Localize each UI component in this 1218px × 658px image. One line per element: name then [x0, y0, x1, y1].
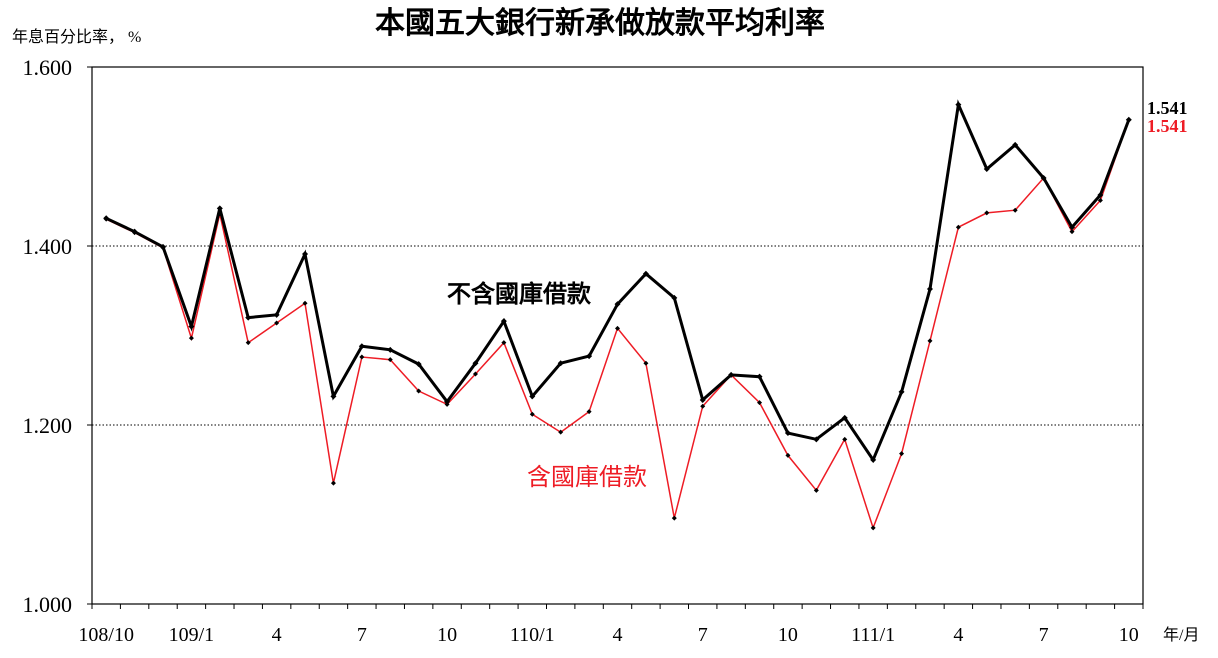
series-0-point [614, 301, 621, 308]
series-1-point [615, 325, 620, 331]
series-1-point [1012, 207, 1018, 213]
series-0-point [103, 215, 110, 222]
series-0-point [1097, 191, 1104, 198]
series-1-end-value-label: 1.541 [1147, 116, 1188, 136]
series-1-point [671, 515, 677, 521]
y-tick-label: 1.600 [23, 55, 73, 80]
series-0-point [642, 270, 649, 277]
series-0-point [926, 285, 933, 292]
series-1-point [757, 400, 763, 406]
series-0-point [813, 436, 820, 443]
series-1-point [586, 409, 592, 415]
series-1-point [188, 335, 194, 341]
series-1-point [529, 411, 535, 417]
series-1-point [700, 403, 706, 409]
series-0-point [1125, 116, 1132, 123]
series-0-point [699, 396, 706, 403]
series-0-point [131, 228, 138, 235]
series-0-point [529, 393, 536, 400]
series-1-point [245, 340, 251, 346]
x-tick-label: 110/1 [510, 624, 555, 646]
y-tick-label: 1.400 [23, 234, 73, 259]
x-tick-label: 4 [272, 624, 282, 646]
series-0-point [415, 361, 422, 368]
series-0-point [330, 393, 337, 400]
series-1-point [1097, 197, 1103, 203]
series-1-point [330, 480, 336, 486]
series-0-point [870, 456, 877, 463]
series-1-point [643, 360, 649, 366]
series-1-point [899, 451, 905, 457]
series-0-point [756, 373, 763, 380]
series-0-point [188, 323, 195, 330]
series-1-point [955, 224, 961, 230]
series-0-point [472, 360, 479, 367]
series-1-point [558, 429, 564, 435]
x-tick-label: 10 [437, 624, 457, 646]
series-0-point [1040, 174, 1047, 181]
series-0-point [358, 343, 365, 350]
series-0-point [1012, 141, 1019, 148]
series-1-point [870, 525, 876, 531]
y-tick-label: 1.000 [23, 592, 73, 617]
series-0-point [671, 294, 678, 301]
series-0-point [387, 346, 394, 353]
series-1-point [274, 320, 280, 326]
x-tick-label: 10 [778, 624, 798, 646]
x-axis-unit-label: 年/月 [1163, 626, 1199, 644]
y-tick-label: 1.200 [23, 413, 73, 438]
x-tick-label: 4 [953, 624, 963, 646]
series-1-point [785, 452, 791, 458]
series-1-point [387, 357, 393, 363]
series-1-point [416, 388, 422, 394]
series-1-point [842, 436, 848, 442]
x-tick-label: 108/10 [78, 624, 134, 646]
series-0-end-value-label: 1.541 [1147, 98, 1188, 118]
x-tick-label: 10 [1119, 624, 1139, 646]
series-0 [103, 99, 1132, 464]
series-0-point [160, 243, 167, 250]
y-axis-unit-label: 年息百分比率， % [12, 28, 141, 46]
series-1-point [1069, 229, 1075, 235]
series-0-point [1068, 224, 1075, 231]
series-0-point [500, 318, 507, 325]
series-0-point [784, 430, 791, 437]
x-tick-label: 7 [357, 624, 367, 646]
series-1-name-label: 含國庫借款 [527, 464, 647, 491]
series-0-point [841, 414, 848, 421]
series-0-point [273, 311, 280, 318]
series-0-point [302, 251, 309, 258]
x-tick-label: 4 [613, 624, 623, 646]
series-0-name-label: 不含國庫借款 [447, 280, 592, 308]
series-0-point [216, 205, 223, 212]
x-tick-label: 111/1 [851, 624, 895, 646]
series-1-point [813, 487, 819, 493]
chart-title: 本國五大銀行新承做放款平均利率 [375, 7, 825, 40]
series-1-point [359, 354, 365, 360]
series-1-point [302, 300, 308, 306]
series-0-point [245, 314, 252, 321]
series-0-point [983, 166, 990, 173]
x-tick-label: 109/1 [169, 624, 215, 646]
x-tick-label: 7 [698, 624, 708, 646]
series-1-point [501, 340, 507, 346]
series-0-line [105, 99, 1131, 464]
series-1-point [927, 338, 933, 344]
series-0-point [955, 101, 962, 108]
plot-frame [91, 66, 1144, 605]
series-0-point [444, 398, 451, 405]
series-1-point [984, 210, 990, 216]
series-0-point [586, 353, 593, 360]
series-0-point [728, 371, 735, 378]
x-tick-label: 7 [1039, 624, 1049, 646]
series-0-point [898, 388, 905, 395]
series-0-point [557, 360, 564, 367]
series-1-point [472, 371, 478, 377]
